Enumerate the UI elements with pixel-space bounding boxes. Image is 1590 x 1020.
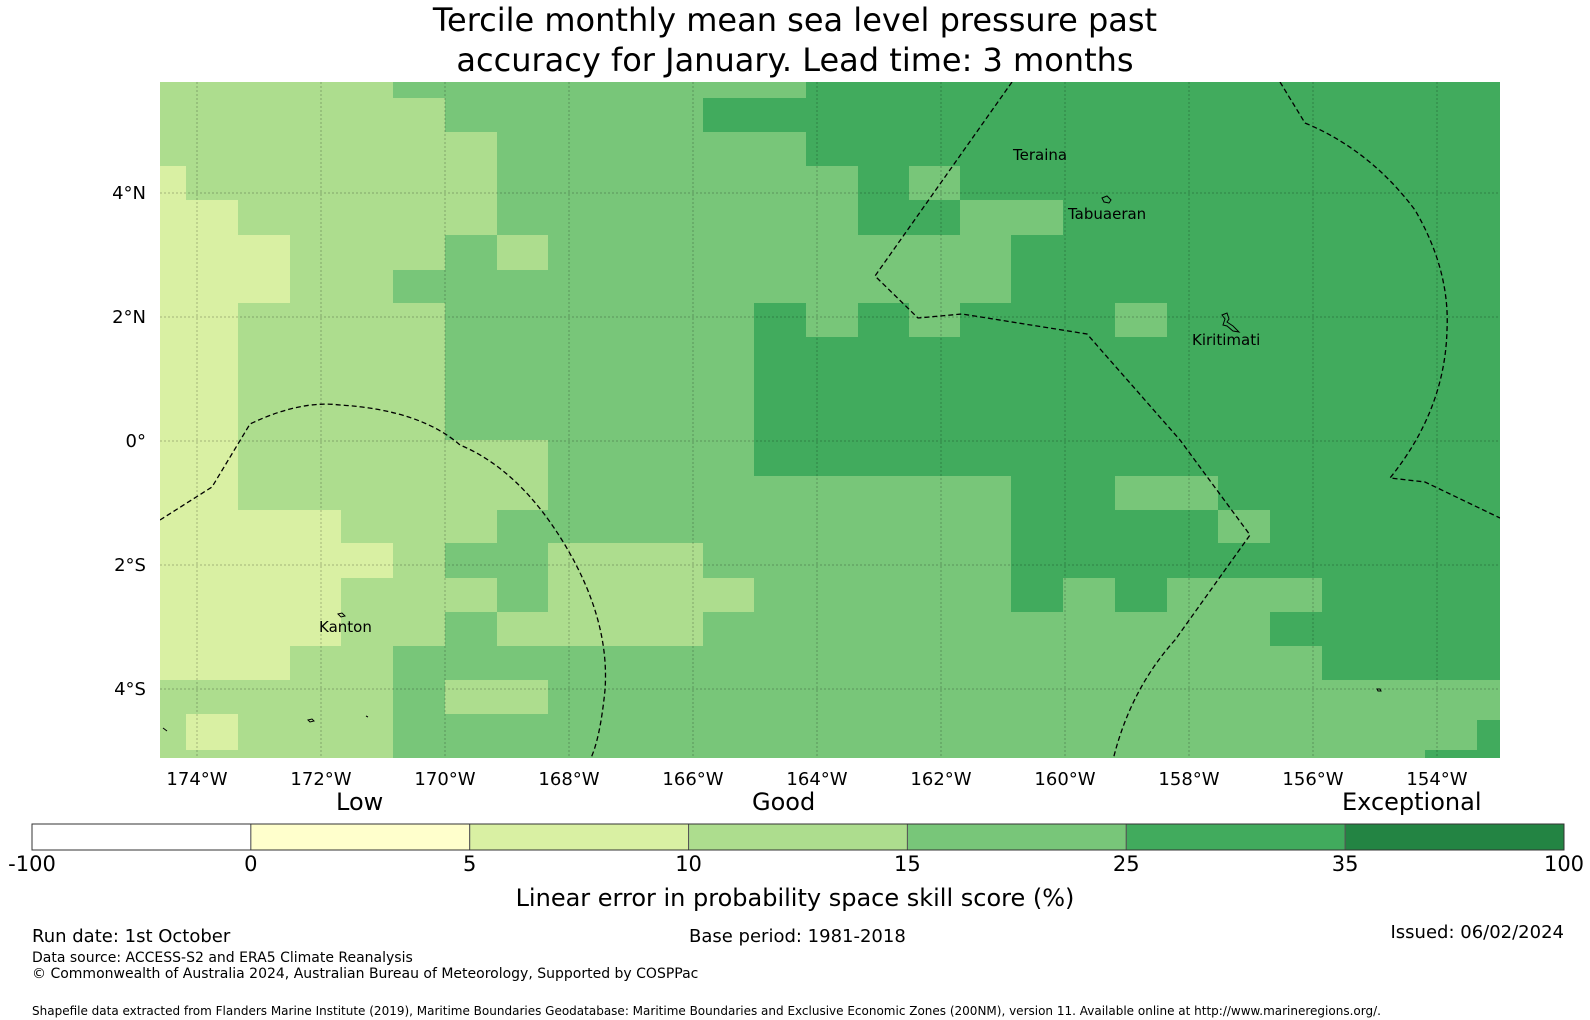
lat-label: 0° — [126, 431, 146, 452]
lon-axis: 174°W 172°W 170°W 168°W 166°W 164°W 162°… — [166, 769, 1467, 790]
colorbar-cell — [1344, 823, 1565, 851]
eez-kanton — [160, 403, 607, 758]
colorbar-tick-label: 100 — [1543, 852, 1585, 876]
lon-label: 162°W — [910, 769, 971, 790]
lon-label: 168°W — [538, 769, 599, 790]
lat-label: 4°N — [112, 183, 146, 204]
lon-label: 158°W — [1158, 769, 1219, 790]
data-source: Data source: ACCESS-S2 and ERA5 Climate … — [32, 950, 413, 966]
run-date: Run date: 1st October — [32, 926, 231, 947]
shapefile-credit: Shapefile data extracted from Flanders M… — [32, 1004, 1381, 1018]
colorbar-cell — [688, 823, 908, 851]
lon-label: 174°W — [166, 769, 227, 790]
lat-label: 2°N — [112, 307, 146, 328]
lat-label: 2°S — [114, 555, 146, 576]
map-svg: Teraina Tabuaeran Kiritimati Kanton 4°N … — [112, 82, 1500, 790]
label-tabuaeran: Tabuaeran — [1067, 205, 1146, 223]
lon-label: 156°W — [1282, 769, 1343, 790]
colorbar-tick-label: 15 — [894, 852, 921, 876]
colorbar-tick-label: 5 — [463, 852, 477, 876]
title-line-2: accuracy for January. Lead time: 3 month… — [456, 41, 1134, 79]
issued-date: Issued: 06/02/2024 — [1390, 922, 1564, 943]
lon-label: 164°W — [786, 769, 847, 790]
lon-label: 154°W — [1406, 769, 1467, 790]
legend-category-exceptional: Exceptional — [1342, 788, 1482, 816]
lon-label: 172°W — [290, 769, 351, 790]
lat-axis: 4°N 2°N 0° 2°S 4°S — [112, 183, 146, 700]
lon-label: 170°W — [414, 769, 475, 790]
kanton-island — [337, 612, 346, 618]
region-dark-east — [754, 82, 1500, 758]
colorbar-frame — [31, 823, 1565, 851]
colorbar-cell — [31, 823, 252, 851]
legend-category-good: Good — [752, 788, 816, 816]
colorbar-cell — [906, 823, 1127, 851]
lat-label: 4°S — [114, 679, 146, 700]
colorbar-tick-label: 10 — [675, 852, 702, 876]
colorbar-cell — [469, 823, 690, 851]
chart-title: Tercile monthly mean sea level pressure … — [0, 0, 1590, 80]
lon-label: 160°W — [1034, 769, 1095, 790]
colorbar-cell — [250, 823, 471, 851]
map-panel: Teraina Tabuaeran Kiritimati Kanton 4°N … — [112, 82, 1500, 790]
kiritimati-island — [1221, 312, 1241, 333]
colorbar-tick-label: 25 — [1112, 852, 1140, 876]
legend-category-low: Low — [336, 788, 384, 816]
colorbar-tick-label: -100 — [8, 852, 56, 876]
colorbar — [31, 823, 1565, 851]
eez-east — [1279, 82, 1500, 519]
graticule — [160, 82, 1500, 758]
eez-boundaries — [160, 82, 1500, 758]
lon-label: 166°W — [662, 769, 723, 790]
colorbar-label: Linear error in probability space skill … — [515, 884, 1075, 912]
region-lightest-west — [160, 166, 393, 680]
title-line-1: Tercile monthly mean sea level pressure … — [432, 1, 1158, 39]
eez-line-islands — [874, 82, 1251, 758]
colorbar-cell — [1125, 823, 1346, 851]
tabuaeran-island — [1101, 195, 1112, 204]
label-kanton: Kanton — [319, 618, 372, 636]
colorbar-tick-label: 35 — [1331, 852, 1359, 876]
base-period: Base period: 1981-2018 — [689, 926, 906, 947]
islands — [162, 195, 1382, 732]
colorbar-tick-label: 0 — [244, 852, 258, 876]
label-teraina: Teraina — [1012, 146, 1067, 164]
skill-grid — [160, 82, 1500, 758]
copyright: © Commonwealth of Australia 2024, Austra… — [32, 966, 699, 982]
label-kiritimati: Kiritimati — [1192, 331, 1260, 349]
